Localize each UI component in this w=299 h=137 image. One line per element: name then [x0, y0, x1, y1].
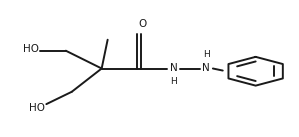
- Text: N: N: [202, 63, 210, 73]
- Text: HO: HO: [29, 103, 45, 113]
- Text: HO: HO: [23, 44, 39, 54]
- Text: H: H: [170, 77, 177, 86]
- Text: O: O: [139, 19, 147, 29]
- Text: H: H: [203, 50, 210, 59]
- Text: N: N: [170, 63, 177, 73]
